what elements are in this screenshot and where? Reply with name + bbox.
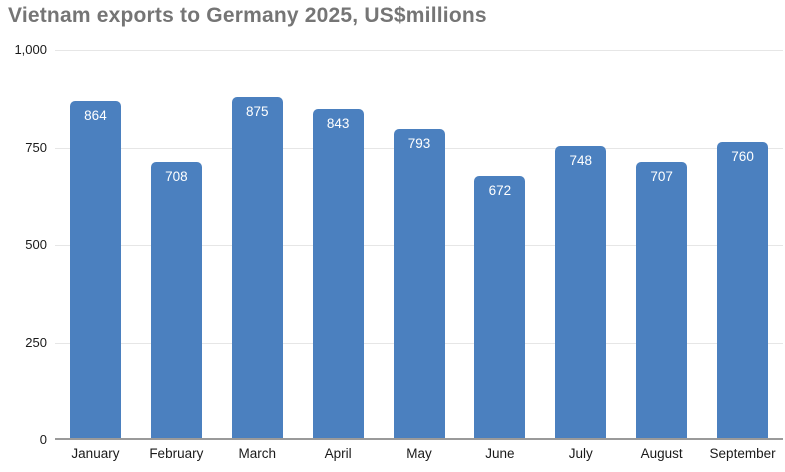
bar-september[interactable]: 760	[717, 142, 769, 438]
bar-value-label: 875	[245, 104, 269, 119]
x-axis-label-january: January	[71, 446, 120, 461]
x-axis-label-april: April	[324, 446, 352, 461]
bar-value-label: 843	[326, 116, 350, 131]
bar-cell-april: 843	[298, 50, 379, 438]
bar-value-label: 672	[488, 183, 512, 198]
bar-cell-september: 760	[702, 50, 783, 438]
x-axis-line	[55, 438, 783, 440]
bar-july[interactable]: 748	[555, 146, 607, 438]
x-axis-label-may: May	[406, 446, 432, 461]
gridline	[55, 50, 783, 51]
bar-cell-may: 793	[379, 50, 460, 438]
x-axis-label-march: March	[238, 446, 276, 461]
y-axis-tick-label: 1,000	[14, 42, 47, 57]
x-axis-labels: January February March April May June July Augu…	[55, 446, 783, 461]
bar-may[interactable]: 793	[393, 129, 445, 438]
plot-area: 864 708 875 843 793 672 748 707 760	[55, 50, 783, 440]
bar-cell-august: 707	[621, 50, 702, 438]
bar-august[interactable]: 707	[636, 162, 688, 438]
y-axis-tick-label: 0	[39, 432, 47, 447]
x-axis-label-august: August	[640, 446, 683, 461]
bar-value-label: 864	[84, 108, 107, 123]
bar-cell-march: 875	[217, 50, 298, 438]
bar-april[interactable]: 843	[312, 109, 364, 438]
x-axis-label-february: February	[149, 446, 204, 461]
x-axis-label-september: September	[709, 446, 776, 461]
bar-june[interactable]: 672	[474, 176, 526, 438]
y-axis-tick-label: 500	[25, 237, 47, 252]
bar-value-label: 793	[407, 136, 431, 151]
bar-cell-june: 672	[459, 50, 540, 438]
bar-value-label: 707	[650, 169, 673, 184]
x-axis-label-july: July	[568, 446, 593, 461]
bars-container: 864 708 875 843 793 672 748 707 760	[55, 50, 783, 438]
bar-value-label: 748	[569, 153, 593, 168]
bar-value-label: 760	[731, 149, 754, 164]
bar-value-label: 708	[165, 169, 188, 184]
y-axis-tick-label: 750	[25, 139, 47, 155]
bar-cell-january: 864	[55, 50, 136, 438]
bar-january[interactable]: 864	[69, 101, 121, 438]
bar-cell-july: 748	[540, 50, 621, 438]
bar-cell-february: 708	[136, 50, 217, 438]
bar-february[interactable]: 708	[150, 162, 202, 438]
bar-march[interactable]: 875	[231, 97, 283, 438]
chart-title: Vietnam exports to Germany 2025, US$mill…	[8, 4, 487, 27]
x-axis-label-june: June	[485, 446, 515, 461]
y-axis-tick-label: 250	[25, 334, 47, 350]
